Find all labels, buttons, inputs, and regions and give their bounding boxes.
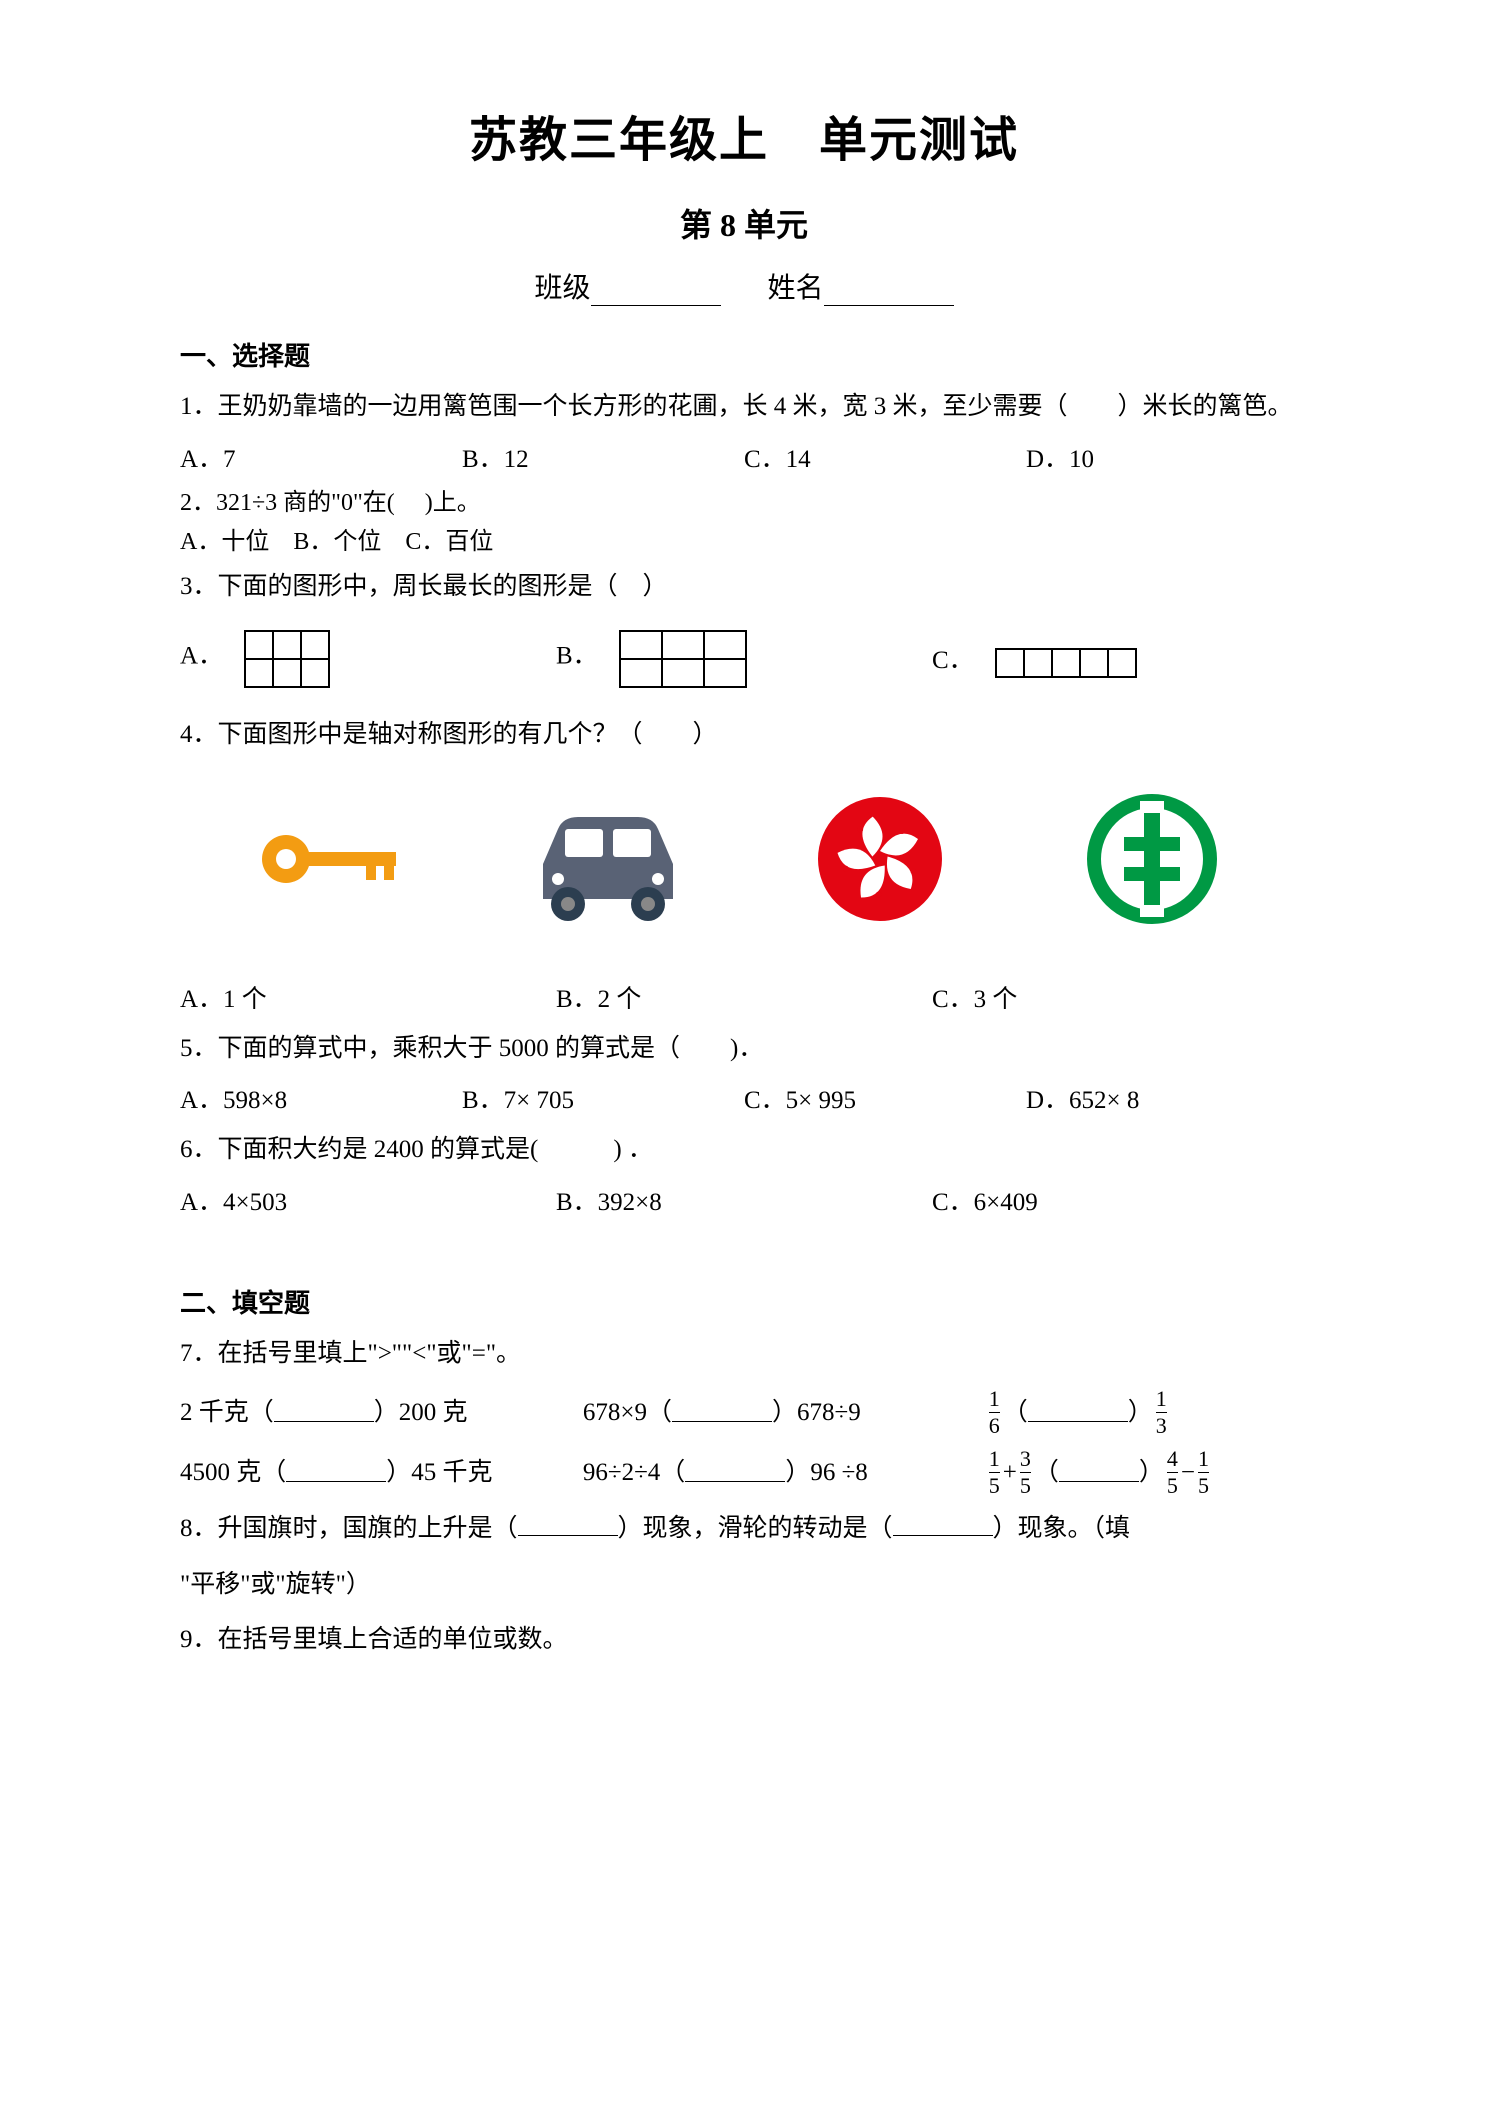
- q3-text: 3．下面的图形中，周长最长的图形是（ ）: [180, 563, 1308, 611]
- q3-opt-a[interactable]: A．: [180, 630, 556, 686]
- q8-blank2[interactable]: [893, 1518, 993, 1536]
- q5-opt-b[interactable]: B．7× 705: [462, 1080, 744, 1116]
- q9-text: 9．在括号里填上合适的单位或数。: [180, 1616, 1308, 1664]
- q2-text: 2．321÷3 商的"0"在( )上。: [180, 485, 1308, 521]
- q4-opt-a[interactable]: A．1 个: [180, 979, 556, 1015]
- q4-text: 4．下面图形中是轴对称图形的有几个？（ ）: [180, 711, 1308, 759]
- q7-r2-g3: 15 + 35 （ ） 45 − 15: [986, 1445, 1308, 1500]
- fraction-1-5b: 15: [1198, 1448, 1209, 1497]
- q7-r1-g2-r: ）678÷9: [772, 1385, 861, 1440]
- q3-opt-c[interactable]: C．: [932, 640, 1308, 676]
- name-blank[interactable]: [824, 282, 954, 306]
- q7-r1-g1-l: 2 千克（: [180, 1385, 274, 1440]
- q1-opt-c[interactable]: C．14: [744, 439, 1026, 475]
- q7-r2-g1-l: 4500 克（: [180, 1445, 286, 1500]
- q7-r2-g2-r: ）96 ÷8: [785, 1445, 867, 1500]
- q3-grid-c: [995, 648, 1135, 676]
- q7-row2: 4500 克（ ）45 千克 96÷2÷4（ ）96 ÷8 15 + 35 （ ） 4…: [180, 1445, 1308, 1500]
- class-label: 班级: [534, 273, 590, 304]
- q7-row1: 2 千克（ ）200 克 678×9（ ）678÷9 16 （ ） 13: [180, 1385, 1308, 1440]
- q8-blank1[interactable]: [518, 1518, 618, 1536]
- key-icon: [246, 789, 426, 929]
- q3-grid-a: [244, 630, 328, 686]
- q1-opt-a[interactable]: A．7: [180, 439, 462, 475]
- fraction-3-5: 35: [1020, 1448, 1031, 1497]
- q5-opt-a[interactable]: A．598×8: [180, 1080, 462, 1116]
- q4-opt-c[interactable]: C．3 个: [932, 979, 1308, 1015]
- q3-a-label: A．: [180, 643, 223, 670]
- page-subtitle: 第 8 单元: [180, 200, 1308, 246]
- q7-r1-g3-pr: ）: [1128, 1385, 1153, 1440]
- info-line: 班级 姓名: [180, 266, 1308, 306]
- q8-p2: ）现象，滑轮的转动是（: [618, 1515, 893, 1542]
- q7-r2-g3-pl: （: [1034, 1445, 1059, 1500]
- q4-images: [180, 789, 1308, 929]
- q8-p3: ）现象。（填: [993, 1515, 1131, 1542]
- q7-r1-g3-blank[interactable]: [1028, 1404, 1128, 1422]
- q8-line2: "平移"或"旋转"）: [180, 1561, 1308, 1609]
- q7-r2-g2: 96÷2÷4（ ）96 ÷8: [583, 1445, 986, 1500]
- q7-r2-g1-r: ）45 千克: [386, 1445, 492, 1500]
- q7-r1-g1-r: ）200 克: [374, 1385, 468, 1440]
- q7-r2-g2-blank[interactable]: [685, 1464, 785, 1482]
- q1-text: 1．王奶奶靠墙的一边用篱笆围一个长方形的花圃，长 4 米，宽 3 米，至少需要（…: [180, 383, 1308, 431]
- q4-opt-b[interactable]: B．2 个: [556, 979, 932, 1015]
- car-icon: [518, 789, 698, 929]
- fraction-1-3: 13: [1156, 1388, 1167, 1437]
- section2-header: 二、填空题: [180, 1283, 1308, 1320]
- q7-r1-g3: 16 （ ） 13: [986, 1385, 1308, 1440]
- fraction-4-5: 45: [1167, 1448, 1178, 1497]
- q7-r1-g1-blank[interactable]: [274, 1404, 374, 1422]
- q6-opt-b[interactable]: B．392×8: [556, 1182, 932, 1218]
- bank-icon: [1062, 789, 1242, 929]
- q7-r2-g3-pr: ）: [1139, 1445, 1164, 1500]
- q7-r2-g2-l: 96÷2÷4（: [583, 1445, 685, 1500]
- q8-line1: 8．升国旗时，国旗的上升是（ ）现象，滑轮的转动是（ ）现象。（填: [180, 1505, 1308, 1553]
- class-blank[interactable]: [591, 282, 721, 306]
- q7-r1-g2-l: 678×9（: [583, 1385, 672, 1440]
- section1-header: 一、选择题: [180, 336, 1308, 373]
- q1-opt-d[interactable]: D．10: [1026, 439, 1308, 475]
- q5-opt-d[interactable]: D．652× 8: [1026, 1080, 1308, 1116]
- q7-r1-g1: 2 千克（ ）200 克: [180, 1385, 583, 1440]
- fraction-1-5a: 15: [989, 1448, 1000, 1497]
- q7-r2-g3-blank[interactable]: [1059, 1464, 1139, 1482]
- q5-options: A．598×8 B．7× 705 C．5× 995 D．652× 8: [180, 1080, 1308, 1116]
- q7-text: 7．在括号里填上">""<"或"="。: [180, 1330, 1308, 1378]
- q3-c-label: C．: [932, 647, 974, 674]
- plus-sign: +: [1003, 1445, 1017, 1500]
- q7-r1-g2-blank[interactable]: [672, 1404, 772, 1422]
- q5-opt-c[interactable]: C．5× 995: [744, 1080, 1026, 1116]
- q6-options: A．4×503 B．392×8 C．6×409: [180, 1182, 1308, 1218]
- fraction-1-6: 16: [989, 1388, 1000, 1437]
- q5-text: 5．下面的算式中，乘积大于 5000 的算式是（ )．: [180, 1025, 1308, 1073]
- q7-r1-g2: 678×9（ ）678÷9: [583, 1385, 986, 1440]
- q6-opt-c[interactable]: C．6×409: [932, 1182, 1308, 1218]
- minus-sign: −: [1181, 1445, 1195, 1500]
- name-label: 姓名: [768, 273, 824, 304]
- q6-text: 6．下面积大约是 2400 的算式是( ) ．: [180, 1126, 1308, 1174]
- q3-b-label: B．: [556, 643, 598, 670]
- q8-p1: 8．升国旗时，国旗的上升是（: [180, 1515, 518, 1542]
- q7-r2-g1: 4500 克（ ）45 千克: [180, 1445, 583, 1500]
- q3-grid-b: [619, 630, 745, 686]
- q6-opt-a[interactable]: A．4×503: [180, 1182, 556, 1218]
- q3-opt-b[interactable]: B．: [556, 630, 932, 686]
- q1-options: A．7 B．12 C．14 D．10: [180, 439, 1308, 475]
- q7-r2-g1-blank[interactable]: [286, 1464, 386, 1482]
- page-title: 苏教三年级上 单元测试: [180, 100, 1308, 170]
- q7-r1-g3-pl: （: [1003, 1385, 1028, 1440]
- q2-options[interactable]: A．十位 B．个位 C．百位: [180, 524, 1308, 560]
- q1-opt-b[interactable]: B．12: [462, 439, 744, 475]
- q4-options: A．1 个 B．2 个 C．3 个: [180, 979, 1308, 1015]
- flower-icon: [790, 789, 970, 929]
